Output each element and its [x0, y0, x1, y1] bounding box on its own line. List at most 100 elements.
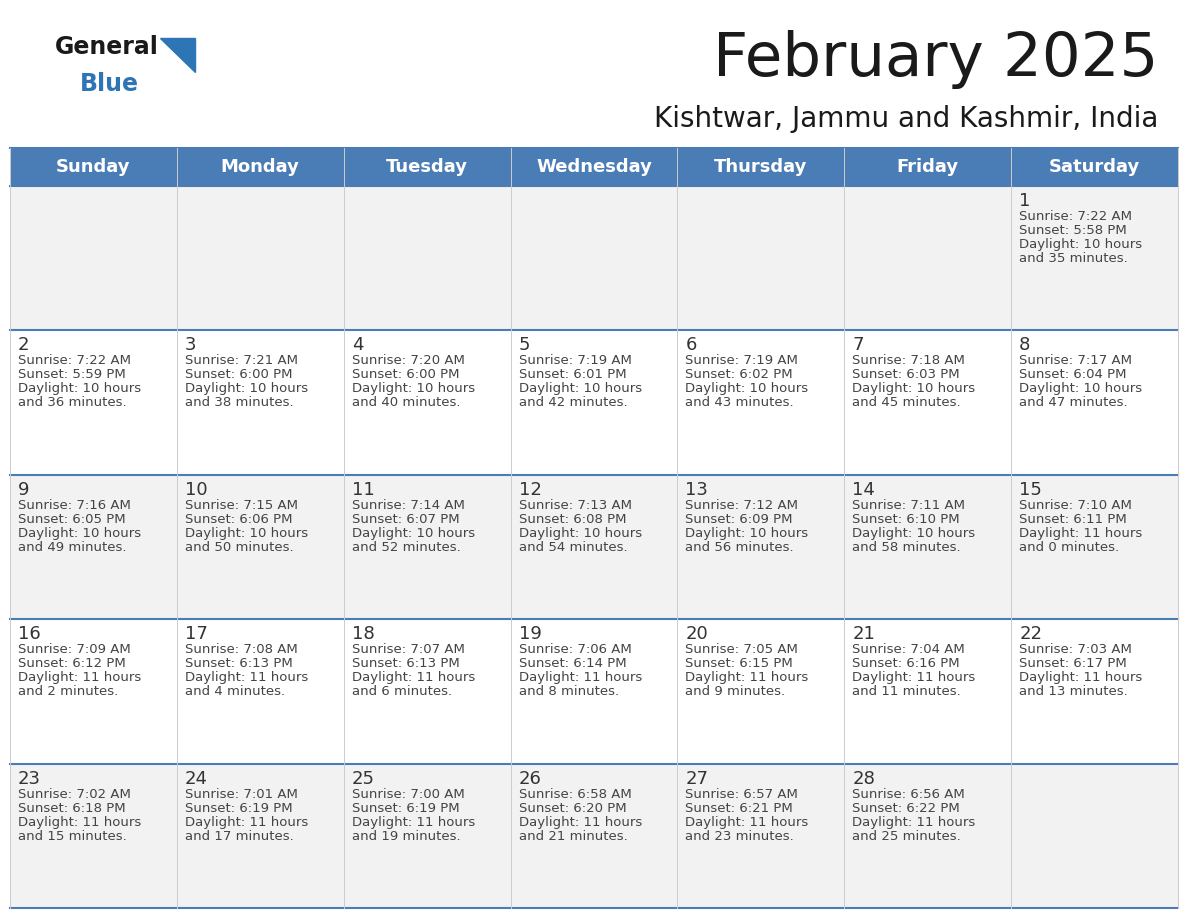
Text: and 21 minutes.: and 21 minutes. — [519, 830, 627, 843]
Text: and 35 minutes.: and 35 minutes. — [1019, 252, 1127, 265]
Text: Saturday: Saturday — [1049, 158, 1140, 176]
Text: 2: 2 — [18, 336, 30, 354]
Text: Daylight: 11 hours: Daylight: 11 hours — [18, 815, 141, 829]
Text: Sunrise: 7:01 AM: Sunrise: 7:01 AM — [185, 788, 298, 800]
Text: Daylight: 10 hours: Daylight: 10 hours — [685, 383, 809, 396]
Text: Sunrise: 7:02 AM: Sunrise: 7:02 AM — [18, 788, 131, 800]
Text: Sunset: 6:05 PM: Sunset: 6:05 PM — [18, 513, 126, 526]
Text: Daylight: 10 hours: Daylight: 10 hours — [852, 383, 975, 396]
Text: Sunrise: 6:56 AM: Sunrise: 6:56 AM — [852, 788, 965, 800]
Text: Sunset: 5:58 PM: Sunset: 5:58 PM — [1019, 224, 1127, 237]
Text: and 38 minutes.: and 38 minutes. — [185, 397, 293, 409]
Text: Daylight: 11 hours: Daylight: 11 hours — [685, 815, 809, 829]
Text: Sunrise: 7:16 AM: Sunrise: 7:16 AM — [18, 498, 131, 512]
Text: Sunrise: 7:19 AM: Sunrise: 7:19 AM — [685, 354, 798, 367]
Text: Daylight: 11 hours: Daylight: 11 hours — [185, 671, 308, 684]
Text: Sunset: 6:10 PM: Sunset: 6:10 PM — [852, 513, 960, 526]
Text: 19: 19 — [519, 625, 542, 644]
Text: Sunrise: 7:19 AM: Sunrise: 7:19 AM — [519, 354, 632, 367]
Text: Sunset: 6:21 PM: Sunset: 6:21 PM — [685, 801, 794, 814]
Text: and 42 minutes.: and 42 minutes. — [519, 397, 627, 409]
Text: Sunset: 6:00 PM: Sunset: 6:00 PM — [352, 368, 460, 381]
Text: Sunset: 6:17 PM: Sunset: 6:17 PM — [1019, 657, 1127, 670]
Text: and 36 minutes.: and 36 minutes. — [18, 397, 127, 409]
Text: 9: 9 — [18, 481, 30, 498]
Text: Sunrise: 7:17 AM: Sunrise: 7:17 AM — [1019, 354, 1132, 367]
Text: 17: 17 — [185, 625, 208, 644]
Text: Sunrise: 7:20 AM: Sunrise: 7:20 AM — [352, 354, 465, 367]
Text: Daylight: 11 hours: Daylight: 11 hours — [852, 815, 975, 829]
Text: and 56 minutes.: and 56 minutes. — [685, 541, 794, 554]
Text: Sunrise: 7:11 AM: Sunrise: 7:11 AM — [852, 498, 966, 512]
Text: 13: 13 — [685, 481, 708, 498]
Text: Sunset: 6:09 PM: Sunset: 6:09 PM — [685, 513, 792, 526]
Text: Thursday: Thursday — [714, 158, 808, 176]
Text: Sunday: Sunday — [56, 158, 131, 176]
Text: Daylight: 10 hours: Daylight: 10 hours — [185, 527, 308, 540]
Text: Sunset: 6:22 PM: Sunset: 6:22 PM — [852, 801, 960, 814]
Polygon shape — [160, 38, 195, 72]
Text: Daylight: 10 hours: Daylight: 10 hours — [685, 527, 809, 540]
Text: and 47 minutes.: and 47 minutes. — [1019, 397, 1127, 409]
Text: and 40 minutes.: and 40 minutes. — [352, 397, 460, 409]
Text: Daylight: 10 hours: Daylight: 10 hours — [519, 383, 642, 396]
Text: Daylight: 10 hours: Daylight: 10 hours — [352, 383, 475, 396]
Text: Sunset: 6:19 PM: Sunset: 6:19 PM — [185, 801, 292, 814]
Bar — [10, 620, 1178, 764]
Text: Sunrise: 7:21 AM: Sunrise: 7:21 AM — [185, 354, 298, 367]
Text: Daylight: 10 hours: Daylight: 10 hours — [18, 527, 141, 540]
Text: Sunrise: 7:06 AM: Sunrise: 7:06 AM — [519, 644, 631, 656]
Text: 23: 23 — [18, 769, 42, 788]
Text: 7: 7 — [852, 336, 864, 354]
Text: Kishtwar, Jammu and Kashmir, India: Kishtwar, Jammu and Kashmir, India — [653, 105, 1158, 133]
Text: Daylight: 10 hours: Daylight: 10 hours — [1019, 383, 1143, 396]
Text: and 58 minutes.: and 58 minutes. — [852, 541, 961, 554]
Text: 22: 22 — [1019, 625, 1042, 644]
Text: 11: 11 — [352, 481, 374, 498]
Text: Blue: Blue — [80, 72, 139, 96]
Text: Sunrise: 7:04 AM: Sunrise: 7:04 AM — [852, 644, 965, 656]
Text: Sunset: 6:20 PM: Sunset: 6:20 PM — [519, 801, 626, 814]
Text: Sunset: 6:03 PM: Sunset: 6:03 PM — [852, 368, 960, 381]
Text: and 49 minutes.: and 49 minutes. — [18, 541, 126, 554]
Text: Daylight: 10 hours: Daylight: 10 hours — [18, 383, 141, 396]
Text: Sunrise: 7:12 AM: Sunrise: 7:12 AM — [685, 498, 798, 512]
Text: Daylight: 11 hours: Daylight: 11 hours — [352, 815, 475, 829]
Text: Tuesday: Tuesday — [386, 158, 468, 176]
Text: Sunset: 6:16 PM: Sunset: 6:16 PM — [852, 657, 960, 670]
Text: 20: 20 — [685, 625, 708, 644]
Text: and 4 minutes.: and 4 minutes. — [185, 685, 285, 699]
Text: Sunrise: 7:14 AM: Sunrise: 7:14 AM — [352, 498, 465, 512]
Bar — [10, 764, 1178, 908]
Text: Daylight: 10 hours: Daylight: 10 hours — [1019, 238, 1143, 251]
Text: Sunset: 6:19 PM: Sunset: 6:19 PM — [352, 801, 460, 814]
Text: 5: 5 — [519, 336, 530, 354]
Text: 1: 1 — [1019, 192, 1030, 210]
Text: Sunrise: 7:09 AM: Sunrise: 7:09 AM — [18, 644, 131, 656]
Text: 10: 10 — [185, 481, 208, 498]
Text: and 50 minutes.: and 50 minutes. — [185, 541, 293, 554]
Text: 28: 28 — [852, 769, 876, 788]
Text: Sunrise: 7:07 AM: Sunrise: 7:07 AM — [352, 644, 465, 656]
Text: 15: 15 — [1019, 481, 1042, 498]
Text: Sunset: 6:04 PM: Sunset: 6:04 PM — [1019, 368, 1126, 381]
Text: Daylight: 11 hours: Daylight: 11 hours — [352, 671, 475, 684]
Text: and 11 minutes.: and 11 minutes. — [852, 685, 961, 699]
Text: Sunset: 6:00 PM: Sunset: 6:00 PM — [185, 368, 292, 381]
Text: Sunset: 6:14 PM: Sunset: 6:14 PM — [519, 657, 626, 670]
Text: Sunset: 6:02 PM: Sunset: 6:02 PM — [685, 368, 794, 381]
Text: and 25 minutes.: and 25 minutes. — [852, 830, 961, 843]
Text: 3: 3 — [185, 336, 196, 354]
Text: Sunset: 6:13 PM: Sunset: 6:13 PM — [352, 657, 460, 670]
Text: Sunrise: 7:13 AM: Sunrise: 7:13 AM — [519, 498, 632, 512]
Text: Sunrise: 7:03 AM: Sunrise: 7:03 AM — [1019, 644, 1132, 656]
Text: Sunset: 6:01 PM: Sunset: 6:01 PM — [519, 368, 626, 381]
Text: Daylight: 11 hours: Daylight: 11 hours — [685, 671, 809, 684]
Text: Daylight: 11 hours: Daylight: 11 hours — [1019, 671, 1143, 684]
Text: 14: 14 — [852, 481, 876, 498]
Text: Sunset: 6:07 PM: Sunset: 6:07 PM — [352, 513, 460, 526]
Text: Sunset: 6:13 PM: Sunset: 6:13 PM — [185, 657, 292, 670]
Text: 27: 27 — [685, 769, 708, 788]
Text: Sunset: 6:11 PM: Sunset: 6:11 PM — [1019, 513, 1127, 526]
Text: and 17 minutes.: and 17 minutes. — [185, 830, 293, 843]
